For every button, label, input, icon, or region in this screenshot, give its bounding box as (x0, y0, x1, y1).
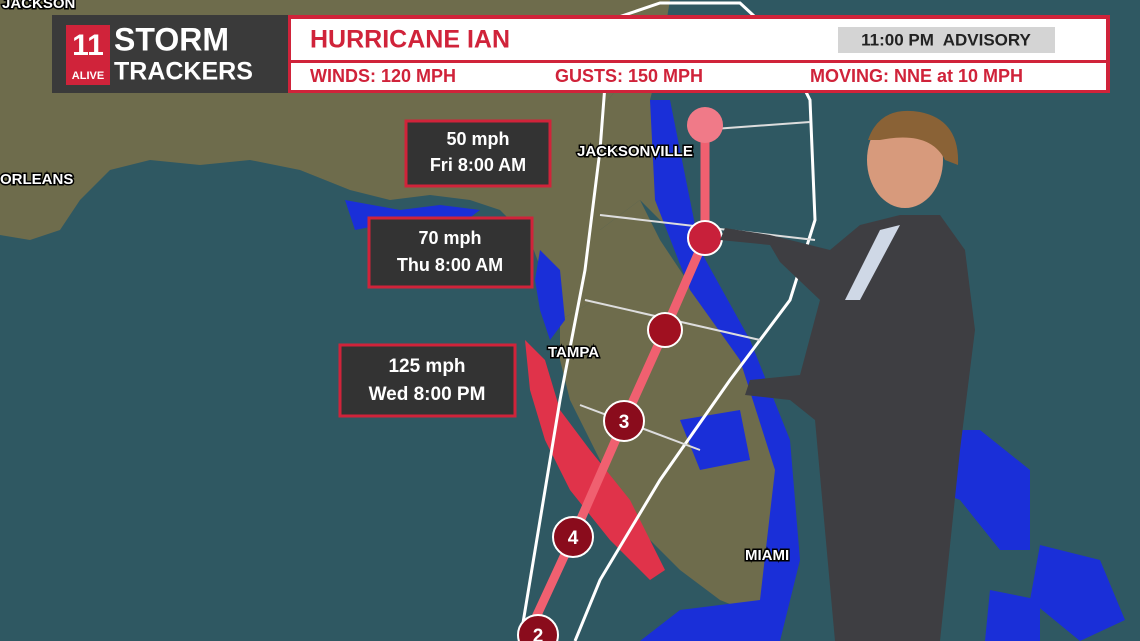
advisory-box (838, 27, 1055, 53)
callout-time: Thu 8:00 AM (397, 255, 503, 275)
callout: 125 mph Wed 8:00 PM (338, 343, 517, 418)
warning-bigbend (535, 250, 565, 340)
city-label: MIAMI (745, 547, 789, 564)
storm-icon (603, 400, 645, 442)
callout-time: Wed 8:00 PM (369, 384, 486, 405)
storm-icon (647, 312, 683, 348)
storm-category: 3 (619, 412, 630, 433)
storm-category: 4 (568, 528, 579, 549)
callout-time: Fri 8:00 AM (430, 155, 526, 175)
storm-icon (687, 220, 723, 256)
logo-line1: STORM (114, 21, 229, 57)
warning-bahamas (930, 430, 1125, 641)
callout-speed: 125 mph (388, 356, 465, 377)
warning-atlantic (640, 100, 800, 641)
stat: MOVING: NNE at 10 MPH (810, 66, 1023, 86)
storm-title: HURRICANE IAN (310, 26, 510, 54)
stat: WINDS: 120 MPH (310, 66, 456, 86)
logo-badge (66, 25, 110, 85)
presenter (720, 110, 975, 641)
storm-icon (687, 107, 723, 143)
callout: 50 mph Fri 8:00 AM (404, 119, 552, 188)
city-label: JACKSONVILLE (577, 143, 693, 160)
logo-line2: TRACKERS (114, 58, 253, 86)
storm-category: 2 (533, 626, 544, 641)
advisory-time: 11:00 PM ADVISORY (861, 30, 1031, 49)
callout-speed: 50 mph (446, 129, 509, 149)
logo-channel: 11 (72, 29, 104, 62)
stat: GUSTS: 150 MPH (555, 66, 703, 86)
logo-brand: ALIVE (72, 70, 104, 82)
callout-speed: 70 mph (418, 228, 481, 248)
land-georgia-coast (600, 0, 700, 260)
callout: 70 mph Thu 8:00 AM (367, 216, 534, 289)
storm-icon (552, 516, 594, 558)
hurricane-warning (525, 340, 665, 580)
land-florida (560, 200, 790, 620)
stats-bar (291, 63, 1106, 90)
city-label: JACKSON (2, 0, 75, 12)
storm-icon (517, 614, 559, 641)
city-label: ORLEANS (0, 171, 73, 188)
city-label: TAMPA (548, 344, 599, 361)
